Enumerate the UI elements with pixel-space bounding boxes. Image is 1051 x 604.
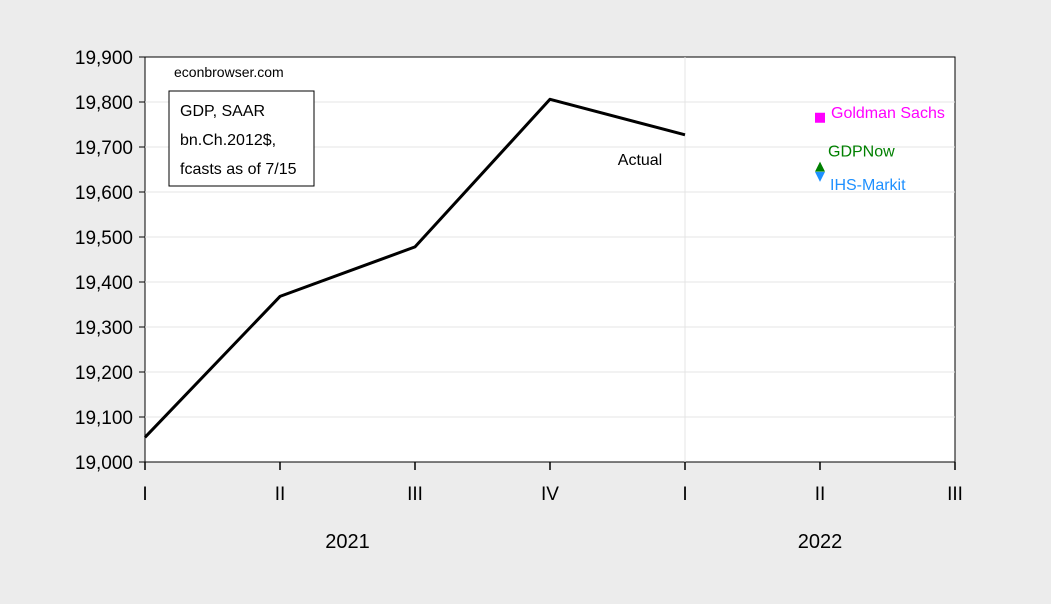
x-tick-label: II bbox=[275, 484, 286, 505]
forecast-marker bbox=[815, 171, 825, 182]
series-group: Actual bbox=[143, 97, 686, 439]
forecast-group: Goldman Sachs GDPNow IHS-Markit bbox=[815, 105, 945, 194]
y-tick-label: 19,400 bbox=[75, 273, 133, 294]
x-tick-label: III bbox=[947, 484, 963, 505]
forecast-marker bbox=[815, 161, 825, 172]
x-axis: I II III IV I II III bbox=[142, 462, 963, 505]
y-tick-label: 19,200 bbox=[75, 363, 133, 384]
note-line: fcasts as of 7/15 bbox=[180, 161, 297, 178]
y-tick-label: 19,700 bbox=[75, 138, 133, 159]
y-tick-label: 19,100 bbox=[75, 408, 133, 429]
y-axis: 19,000 19,100 19,200 19,300 19,400 19,500 19,6… bbox=[75, 48, 145, 474]
forecast-marker bbox=[815, 112, 825, 123]
year-label: 2021 bbox=[325, 531, 370, 553]
y-tick-label: 19,600 bbox=[75, 183, 133, 204]
y-tick-label: 19,000 bbox=[75, 453, 133, 474]
y-tick-label: 19,500 bbox=[75, 228, 133, 249]
x-tick-label: II bbox=[815, 484, 826, 505]
forecast-label: GDPNow bbox=[828, 144, 895, 161]
x-tick-label: III bbox=[407, 484, 423, 505]
forecast-label: Goldman Sachs bbox=[831, 105, 945, 122]
x-tick-label: I bbox=[142, 484, 147, 505]
note-box: GDP, SAAR bn.Ch.2012$, fcasts as of 7/15 bbox=[168, 90, 315, 187]
x-tick-label: I bbox=[682, 484, 687, 505]
note-line: GDP, SAAR bbox=[180, 103, 265, 120]
grid-lines bbox=[145, 57, 955, 462]
note-line: bn.Ch.2012$, bbox=[180, 132, 276, 149]
forecast-label: IHS-Markit bbox=[830, 177, 906, 194]
x-tick-label: IV bbox=[541, 484, 559, 505]
y-tick-label: 19,900 bbox=[75, 48, 133, 69]
year-label: 2022 bbox=[798, 531, 843, 553]
y-tick-label: 19,300 bbox=[75, 318, 133, 339]
y-tick-label: 19,800 bbox=[75, 93, 133, 114]
actual-label: Actual bbox=[618, 152, 662, 169]
source-label: econbrowser.com bbox=[174, 64, 284, 80]
year-labels: 2021 2022 bbox=[325, 531, 842, 553]
actual-line bbox=[143, 97, 686, 439]
